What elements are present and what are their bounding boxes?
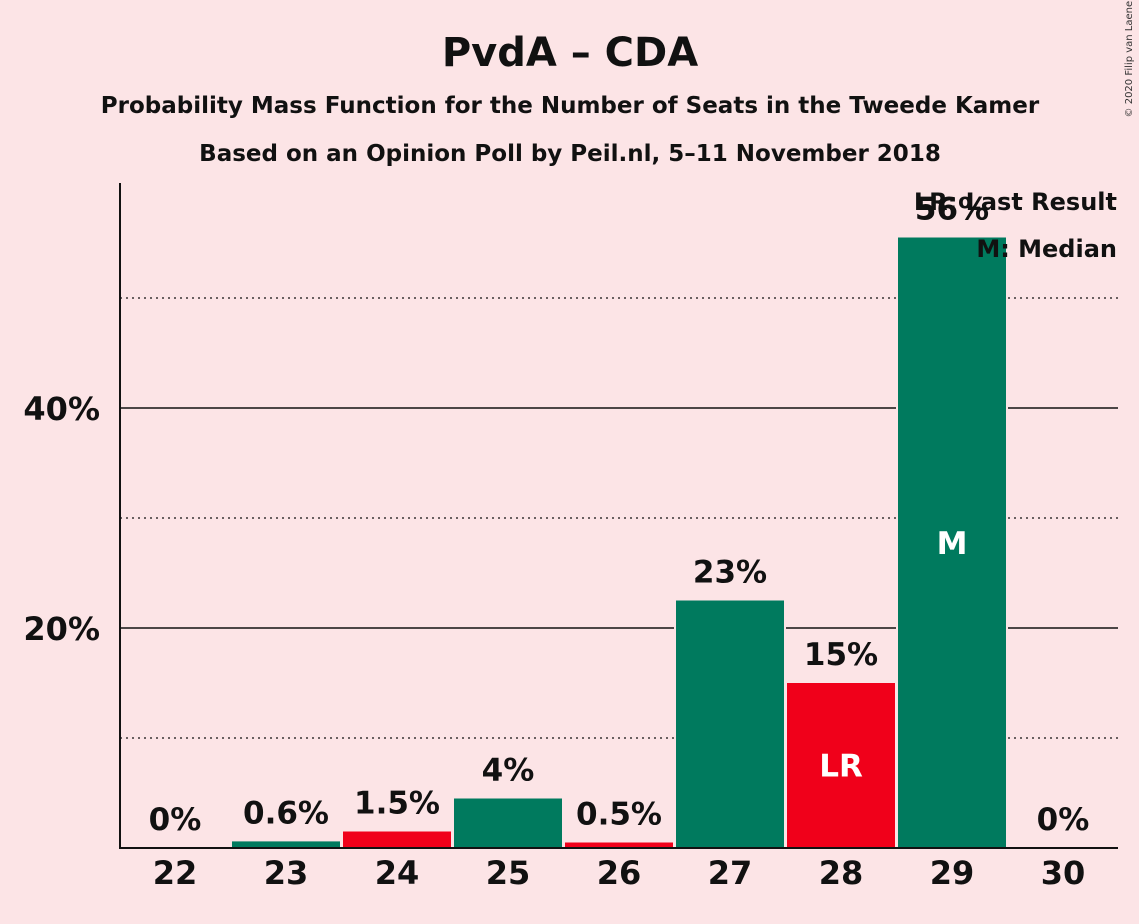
bars-group (230, 235, 1008, 848)
x-tick-label: 28 (819, 854, 864, 892)
x-tick-label: 27 (708, 854, 753, 892)
bar (898, 237, 1006, 848)
chart-subtitle-1: Probability Mass Function for the Number… (101, 93, 1040, 119)
data-label: 0% (149, 802, 202, 838)
x-tick-label: 30 (1041, 854, 1086, 892)
chart-subtitle-2: Based on an Opinion Poll by Peil.nl, 5–1… (199, 141, 941, 167)
bar (454, 798, 562, 848)
bar-inner-label: M (937, 526, 968, 562)
data-label: 0.5% (576, 797, 662, 833)
x-tick-label: 24 (375, 854, 420, 892)
legend-median: M: Median (976, 235, 1117, 263)
x-tick-label: 22 (153, 854, 198, 892)
data-label: 0.6% (243, 795, 329, 831)
bar (676, 600, 784, 848)
grid-lines: 20% 40% (23, 297, 1118, 739)
x-tick-label: 23 (264, 854, 309, 892)
data-label: 23% (693, 555, 767, 591)
copyright-text: © 2020 Filip van Laenen (1124, 0, 1135, 117)
legend-last-result: LR: Last Result (914, 188, 1117, 216)
y-tick-label: 20% (23, 610, 100, 648)
bar-inner-label: LR (819, 749, 863, 785)
axes-group (119, 183, 1118, 849)
data-labels-group: 0% 22 0.6% 23 1.5% 24 4% 25 0.5% 26 23% 27 15% LR 28 56… (149, 192, 1090, 893)
bar (343, 831, 451, 848)
bar (787, 683, 895, 848)
data-label: 15% (804, 637, 878, 673)
data-label: 56% (915, 192, 989, 228)
data-label: 0% (1037, 802, 1090, 838)
x-tick-label: 29 (930, 854, 975, 892)
y-tick-label: 40% (23, 390, 100, 428)
x-tick-label: 26 (597, 854, 642, 892)
data-label: 1.5% (354, 786, 440, 822)
bar (232, 841, 340, 848)
chart-title: PvdA – CDA (442, 30, 698, 76)
bar (565, 842, 673, 848)
data-label: 4% (482, 753, 535, 789)
x-tick-label: 25 (486, 854, 531, 892)
